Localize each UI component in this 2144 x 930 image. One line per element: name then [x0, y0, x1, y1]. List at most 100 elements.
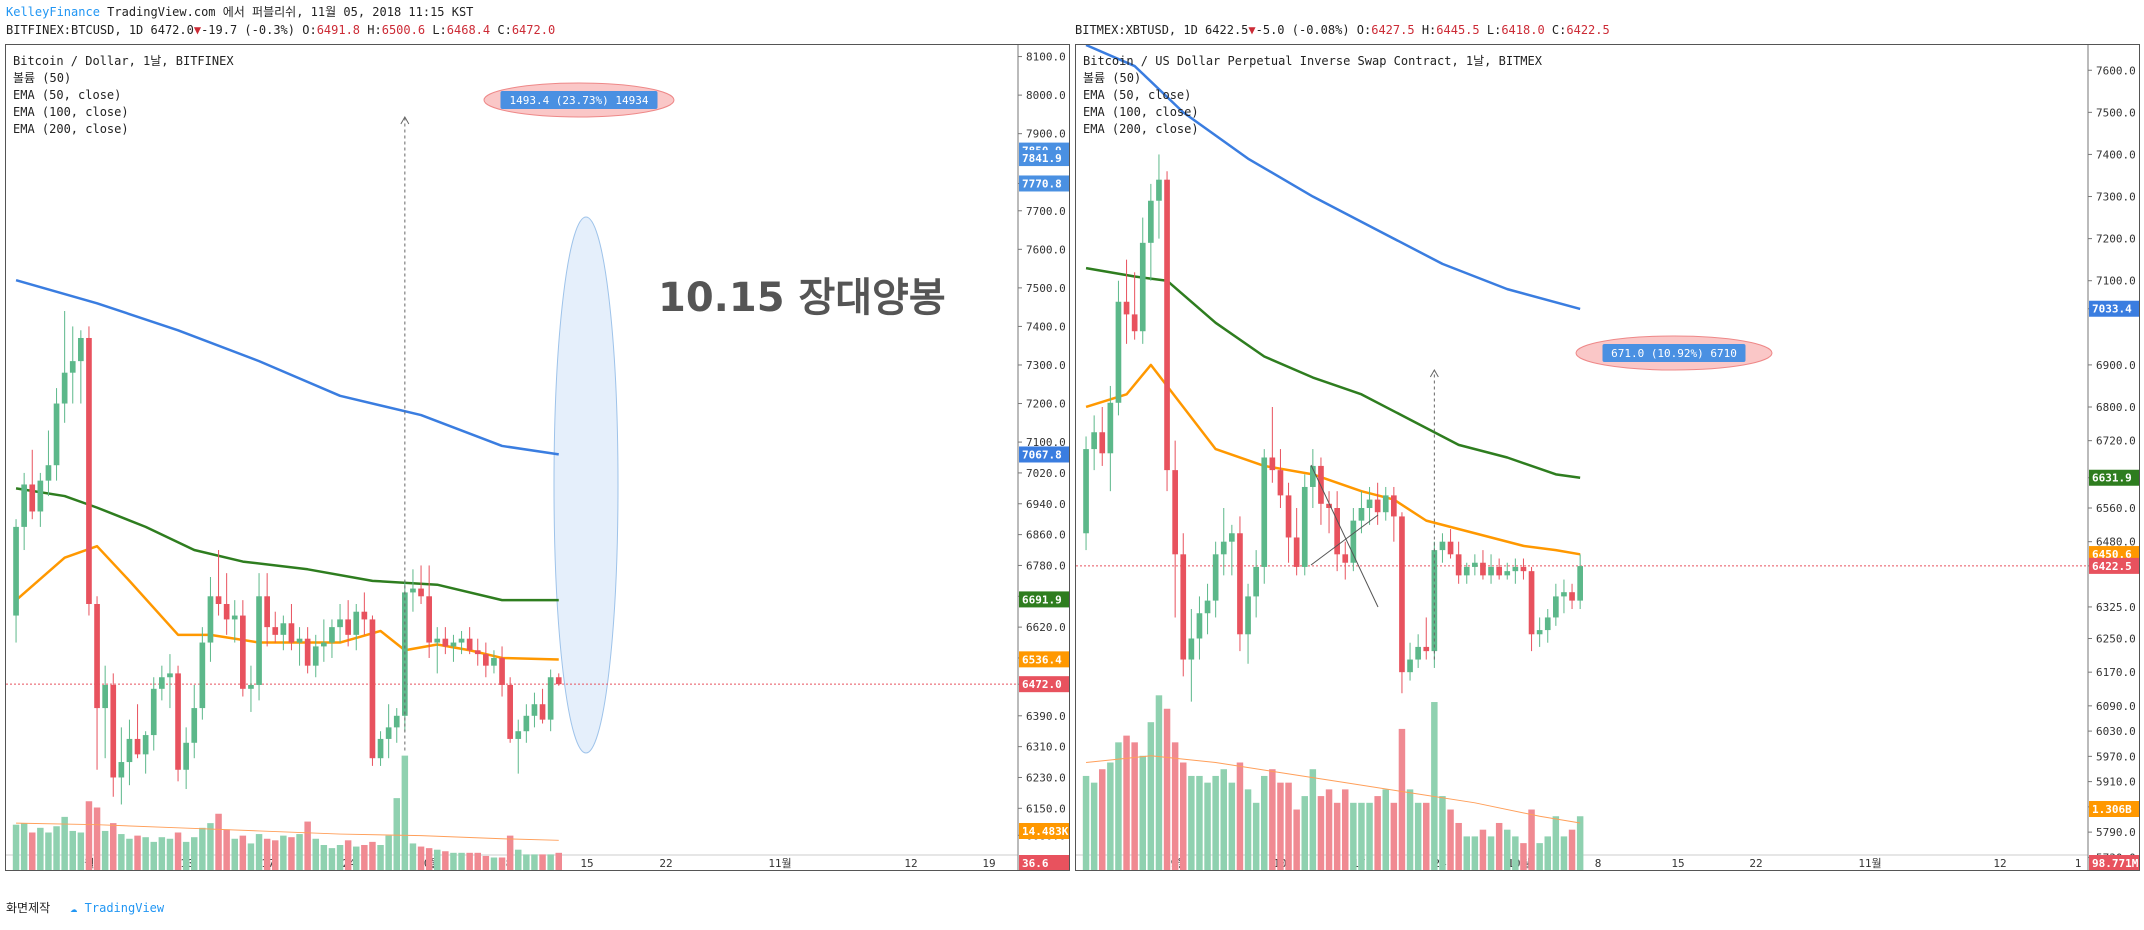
legend-ema200[interactable]: EMA (200, close) [13, 122, 129, 136]
price-tick-label: 5970.0 [2096, 750, 2136, 763]
volume-bar [29, 832, 36, 870]
volume-bar [385, 835, 392, 870]
volume-bar [474, 852, 481, 870]
candle-body [61, 372, 68, 404]
candle-body [1472, 562, 1478, 567]
volume-bar [255, 834, 263, 870]
symbol-line-left: BITFINEX:BTCUSD, 1D 6472.0▼-19.7 (-0.3%)… [6, 22, 555, 38]
volume-bar [377, 845, 384, 870]
candle-body [248, 684, 254, 689]
candle-body [1358, 508, 1365, 521]
candle-body [183, 742, 189, 770]
volume-ma-line [1085, 755, 1581, 824]
candle-body [1172, 470, 1178, 555]
open-value: 6427.5 [1371, 23, 1415, 37]
chart-canvas[interactable]: 8100.0 8000.0 7900.0 7770.8 7700.0 7600.0 7500… [6, 45, 1069, 870]
volume-bar [1090, 782, 1098, 870]
volume-bar [1180, 762, 1187, 870]
volume-bar [1293, 809, 1300, 870]
volume-bar [1366, 802, 1373, 870]
candle-body [45, 465, 52, 481]
volume-bar [1147, 722, 1155, 870]
legend-volume[interactable]: 볼륨 (50) [1083, 71, 1142, 85]
candle-body [1156, 179, 1162, 201]
volume-bar [174, 832, 182, 870]
high-label: H: [360, 23, 382, 37]
candle-body [175, 673, 181, 770]
volume-bar [515, 849, 522, 870]
price-tick-label: 7600.0 [2096, 64, 2136, 77]
volume-bars [1082, 695, 1584, 870]
candle-body [353, 611, 360, 635]
price-badge [1019, 150, 1069, 167]
price-badge [2089, 469, 2139, 486]
candle-body [1431, 550, 1438, 652]
volume-bar [134, 835, 141, 870]
time-tick-label: 15 [1671, 857, 1684, 870]
volume-bar [1471, 836, 1479, 870]
candle-body [272, 627, 279, 635]
volume-bar [150, 841, 157, 870]
legend-ema50[interactable]: EMA (50, close) [13, 88, 122, 102]
volume-bar [539, 854, 546, 870]
volume-bar [101, 830, 109, 870]
ema200-line [15, 278, 559, 456]
chart-legend: Bitcoin / Dollar, 1날, BITFINEX 볼륨 (50) E… [13, 53, 234, 138]
volume-bar [231, 838, 238, 870]
volume-bar [166, 838, 174, 870]
volume-bar [1196, 775, 1203, 870]
price-badge-label: 6472.0 [1022, 678, 1062, 691]
price-badge [1019, 823, 1069, 839]
candle-body [1148, 200, 1154, 243]
volume-bar [336, 845, 344, 870]
volume-bar [191, 837, 198, 870]
candle-body [385, 727, 392, 739]
candle-body [1237, 533, 1243, 635]
candle-body [1293, 537, 1300, 567]
candle-body [547, 677, 554, 720]
volume-bar [1431, 702, 1438, 870]
volume-bar [304, 821, 311, 870]
measure-label-bg [500, 91, 658, 109]
price-tick-label: 6030.0 [2096, 725, 2136, 738]
volume-bar [1495, 822, 1503, 870]
candle-body [13, 526, 19, 616]
chart-canvas[interactable]: 7600.0 7500.0 7400.0 7300.0 7200.0 7100.0 7033… [1076, 45, 2139, 870]
legend-ema100[interactable]: EMA (100, close) [13, 105, 129, 119]
candle-body [1107, 402, 1114, 454]
tradingview-logo[interactable]: ☁ TradingView [70, 901, 164, 915]
chart-panel-bitfinex[interactable]: 8100.0 8000.0 7900.0 7770.8 7700.0 7600.0 7500… [5, 44, 1070, 871]
volume-bar [1390, 802, 1398, 870]
candle-body [21, 484, 27, 527]
price-tick-label: 7300.0 [1026, 359, 1066, 372]
candle-body [369, 619, 376, 759]
low-label: L: [425, 23, 447, 37]
annotation-text[interactable]: 10.15 장대양봉 [658, 275, 946, 321]
legend-volume[interactable]: 볼륨 (50) [13, 71, 72, 85]
candle-body [231, 615, 238, 620]
legend-ema100[interactable]: EMA (100, close) [1083, 105, 1199, 119]
price-tick-label: 6480.0 [2096, 536, 2136, 549]
legend-ema200[interactable]: EMA (200, close) [1083, 122, 1199, 136]
volume-bar [523, 854, 530, 870]
candle-body [1407, 659, 1413, 673]
volume-bar [490, 857, 498, 870]
price-tick-label: 6250.0 [2096, 632, 2136, 645]
price-axis: 8100.0 8000.0 7900.0 7770.8 7700.0 7600.0 7500… [1018, 51, 1066, 842]
candle-body [1188, 638, 1195, 660]
volume-bar [1414, 802, 1422, 870]
price-badge-label: 7770.8 [1022, 177, 1062, 190]
volume-bar [272, 840, 279, 870]
volume-bar [1504, 829, 1511, 870]
price-badge [1019, 651, 1069, 668]
volume-bar [425, 848, 433, 870]
publisher-name[interactable]: KelleyFinance [6, 5, 100, 19]
volume-bar [1398, 728, 1406, 870]
volume-bar [215, 813, 222, 870]
legend-ema50[interactable]: EMA (50, close) [1083, 88, 1192, 102]
volume-bar [417, 846, 425, 870]
volume-bar [1374, 796, 1381, 870]
chart-panel-bitmex[interactable]: 7600.0 7500.0 7400.0 7300.0 7200.0 7100.0 7033… [1075, 44, 2140, 871]
symbol-info: BITMEX:XBTUSD, 1D 6422.5 [1075, 23, 1249, 37]
volume-bar [1261, 775, 1268, 870]
